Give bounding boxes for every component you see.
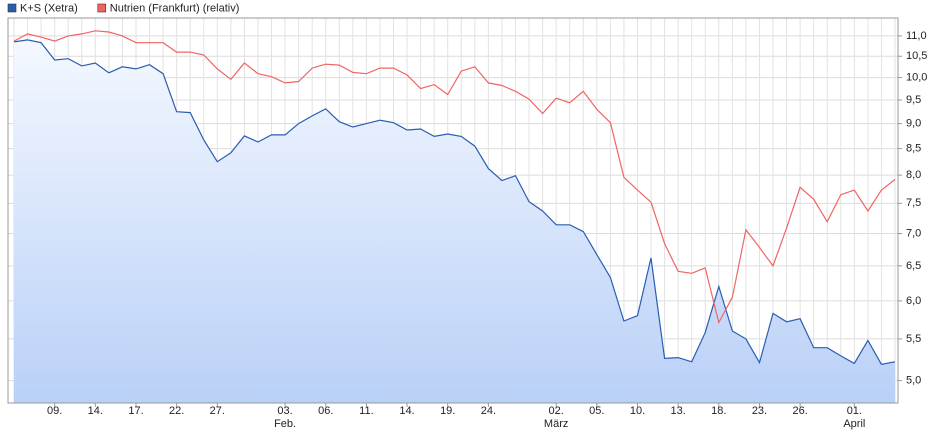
line (13, 30, 896, 325)
y-tick-label: 5,5 (906, 333, 921, 345)
plot-frame (7, 17, 899, 404)
y-tick-label: 8,5 (906, 143, 921, 155)
x-tick-label: 14. (399, 405, 414, 417)
x-tick-label: 09. (47, 405, 62, 417)
area (14, 39, 895, 404)
axes: 5,0 5,5 6,0 6,5 7,0 7,5 8,0 8,5 9,0 9,5 10,0 10,5 11… (47, 30, 927, 430)
x-month-label: April (843, 418, 865, 430)
x-tick-label: 27. (210, 405, 225, 417)
x-month-label: März (544, 418, 568, 430)
legend-label: K+S (Xetra) (20, 2, 78, 14)
y-tick-label: 11,0 (906, 30, 927, 42)
x-tick-label: 14. (88, 405, 103, 417)
x-month-label: Feb. (274, 418, 296, 430)
y-tick-label: 6,5 (906, 260, 921, 272)
x-tick-label: 18. (711, 405, 726, 417)
x-tick-label: 03. (277, 405, 292, 417)
x-tick-label: 22. (169, 405, 184, 417)
y-tick-label: 7,5 (906, 197, 921, 209)
x-tick-label: 01. (847, 405, 862, 417)
x-tick-label: 26. (792, 405, 807, 417)
y-tick-label: 6,0 (906, 295, 921, 307)
legend: K+S (Xetra) Nutrien (Frankfurt) (relativ) (7, 2, 240, 14)
marks (13, 30, 896, 404)
x-tick-label: 19. (440, 405, 455, 417)
y-tick-label: 7,0 (906, 227, 921, 239)
x-tick-label: 24. (481, 405, 496, 417)
y-tick-label: 10,5 (906, 50, 927, 62)
x-tick-label: 05. (589, 405, 604, 417)
y-tick-label: 8,0 (906, 169, 921, 181)
y-tick-label: 9,0 (906, 118, 921, 130)
legend-swatch (97, 3, 107, 13)
legend-label: Nutrien (Frankfurt) (relativ) (110, 2, 240, 14)
x-tick-label: 13. (670, 405, 685, 417)
legend-swatch (7, 3, 17, 13)
x-tick-label: 17. (128, 405, 143, 417)
y-tick-label: 5,0 (906, 374, 921, 386)
x-tick-label: 23. (752, 405, 767, 417)
x-tick-label: 06. (318, 405, 333, 417)
x-tick-label: 10. (630, 405, 645, 417)
x-tick-label: 11. (359, 405, 373, 417)
x-tick-label: 02. (549, 405, 564, 417)
y-tick-label: 10,0 (906, 71, 927, 83)
y-tick-label: 9,5 (906, 94, 921, 106)
line (13, 39, 896, 365)
